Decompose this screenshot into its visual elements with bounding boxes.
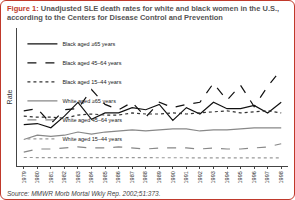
svg-text:White aged ≥65 years: White aged ≥65 years [62,98,116,104]
svg-text:1998: 1998 [278,171,284,183]
svg-text:1993: 1993 [210,171,216,183]
svg-text:Black aged ≥65 years: Black aged ≥65 years [62,41,115,47]
svg-text:1991: 1991 [183,171,189,183]
svg-text:1989: 1989 [156,171,162,183]
svg-text:Black aged 15–44 years: Black aged 15–44 years [62,79,121,85]
svg-text:1982: 1982 [61,171,67,183]
svg-text:1996: 1996 [251,171,257,183]
svg-text:1997: 1997 [264,171,270,183]
svg-text:1979: 1979 [21,171,27,183]
html-text:Figure 1: Unadjusted SLE death: Figure 1: Unadjusted SLE death rates for… [7,4,280,22]
svg-text:1986: 1986 [115,171,121,183]
svg-text:1985: 1985 [102,171,108,183]
svg-text:1987: 1987 [129,171,135,183]
html-text:Source: MMWR Morb Mortal Wkly: Source: MMWR Morb Mortal Wkly Rep. 2002;… [7,190,161,197]
svg-text:1983: 1983 [75,171,81,183]
svg-text:1981: 1981 [48,171,54,183]
svg-text:1995: 1995 [237,171,243,183]
svg-text:Black aged 45–64 years: Black aged 45–64 years [62,60,121,66]
svg-text:1984: 1984 [88,171,94,183]
svg-text:1990: 1990 [170,171,176,183]
svg-text:White aged 45–64 years: White aged 45–64 years [62,117,122,123]
svg-text:White aged 15–44 years: White aged 15–44 years [62,136,122,142]
svg-text:1992: 1992 [197,171,203,183]
svg-text:1988: 1988 [143,171,149,183]
svg-text:Rate: Rate [6,90,13,105]
svg-text:1980: 1980 [34,171,40,183]
svg-text:1994: 1994 [224,171,230,183]
